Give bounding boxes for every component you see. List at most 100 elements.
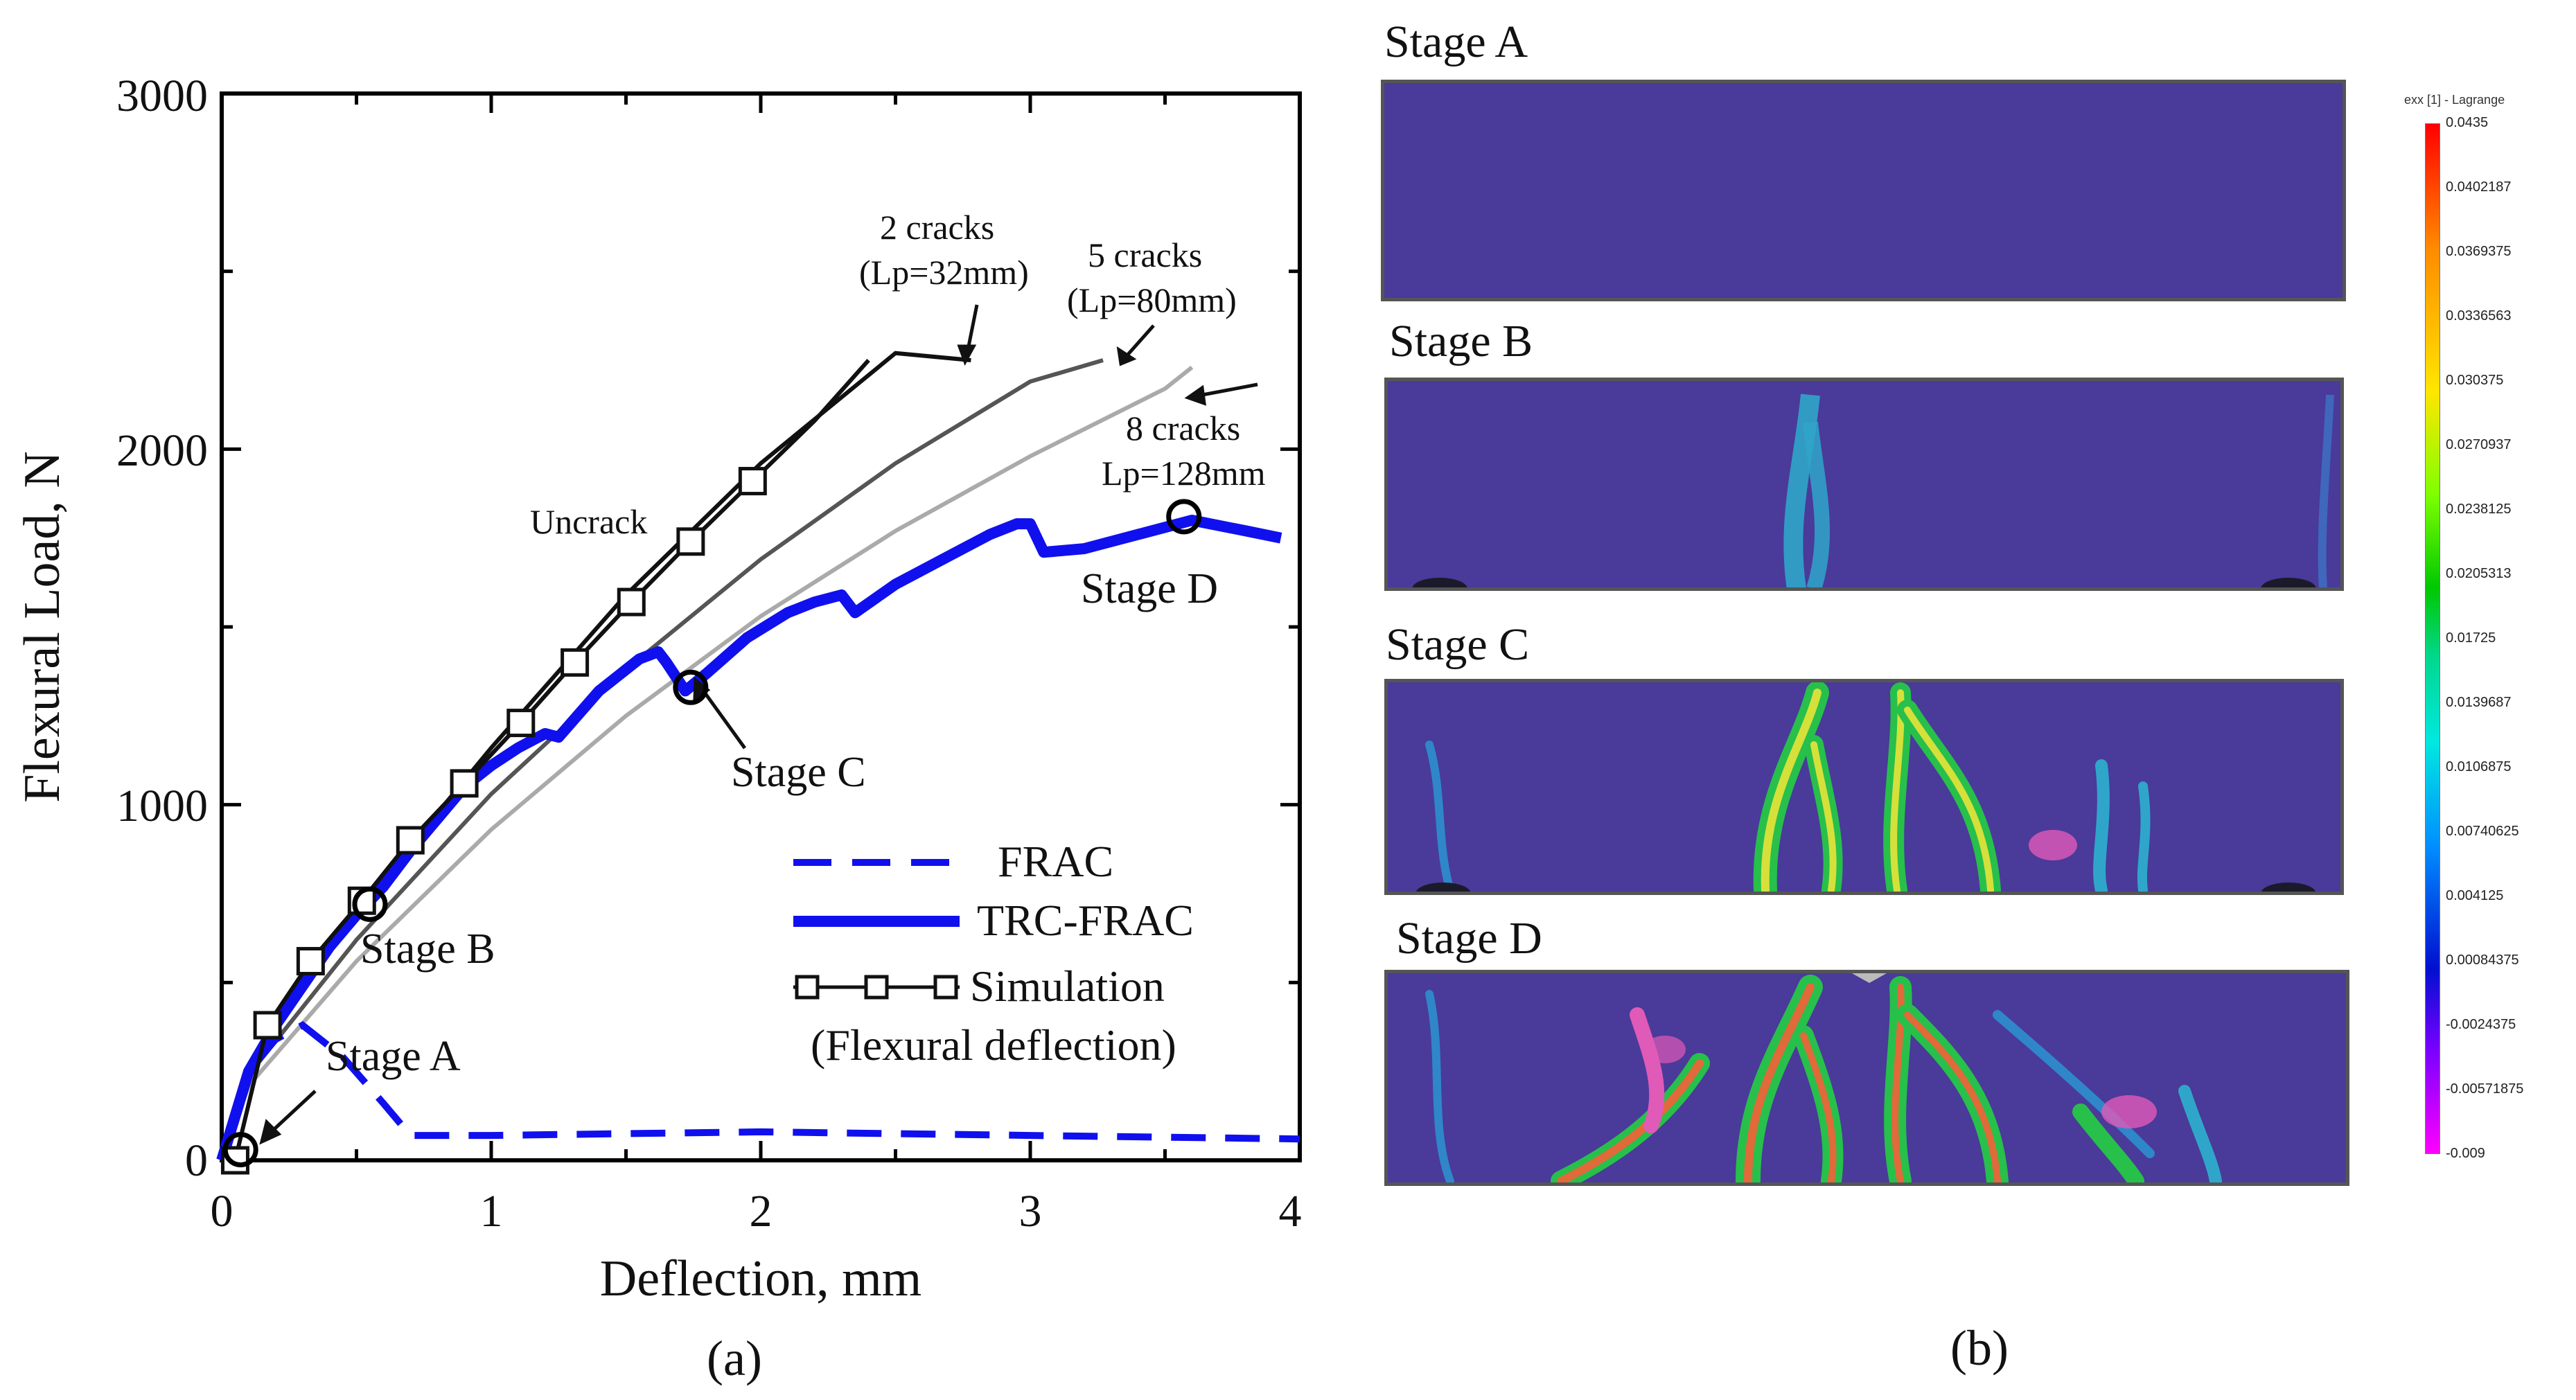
colorbar-title: exx [1] - Lagrange (2404, 93, 2505, 107)
simulation-marker (561, 648, 590, 677)
colorbar-tick-label: 0.0205313 (2446, 566, 2512, 581)
annotation-2-cracks: 2 cracks (880, 208, 994, 247)
crack-c1-core (1761, 689, 1821, 892)
y-tick-label: 1000 (116, 781, 208, 831)
stage-c-label: Stage C (731, 749, 866, 796)
arrowhead-8-cracks (1184, 384, 1207, 406)
colorbar-tick-label: 0.00084375 (2446, 952, 2519, 968)
legend-frac-label: FRAC (998, 837, 1113, 886)
x-tick-label: 2 (750, 1186, 773, 1237)
crack-c5 (2093, 759, 2110, 892)
strain-field-a (1384, 83, 2346, 301)
colorbar-tick-label: -0.00571875 (2446, 1081, 2524, 1097)
crack-d1-core (1744, 983, 1815, 1182)
legend-sim-sublabel: (Flexural deflection) (811, 1020, 1176, 1070)
crack-d10 (1425, 990, 1454, 1182)
y-tick-label: 2000 (116, 425, 208, 476)
strain-field-d (1425, 973, 2222, 1182)
dic-panel-stage-c (1384, 679, 2344, 895)
annotation-5-cracks-lp: (Lp=80mm) (1067, 281, 1237, 319)
crack-d4 (1896, 1004, 2009, 1182)
loading-point (1852, 973, 1887, 983)
simulation-marker (738, 467, 767, 496)
support-left (1412, 578, 1467, 587)
arrowhead-stage-a (259, 1119, 282, 1145)
crack-b3 (2318, 394, 2334, 587)
strain-spot (2101, 1095, 2157, 1128)
colorbar-tick-label: 0.0270937 (2446, 437, 2512, 452)
colorbar-tick-label: 0.0106875 (2446, 759, 2512, 774)
arrowhead-2-cracks (957, 344, 977, 366)
simulation-marker (617, 587, 646, 617)
colorbar-tick-label: 0.0336563 (2446, 308, 2512, 324)
crack-b1 (1783, 393, 1820, 587)
crack-b2 (1803, 421, 1830, 587)
stage-marker-stage-a (222, 1132, 258, 1168)
crack-d6 (1630, 1007, 1665, 1133)
x-tick-label: 1 (480, 1186, 503, 1237)
support-right (2261, 578, 2316, 587)
support-right (2261, 883, 2316, 892)
x-tick-label: 0 (211, 1186, 233, 1237)
legend-trc-label: TRC-FRAC (977, 896, 1194, 945)
annotation-5-cracks: 5 cracks (1088, 236, 1202, 274)
colorbar-tick-label: 0.00740625 (2446, 824, 2519, 839)
dic-panel-stage-a (1381, 80, 2346, 301)
legend-sim-marker (795, 975, 820, 1000)
support-left (1415, 883, 1471, 892)
axis-ticks (220, 91, 1302, 1162)
frac-curve (218, 1020, 1300, 1162)
stage-a-label: Stage A (326, 1033, 461, 1080)
dic-panel-stage-d (1384, 970, 2349, 1186)
x-tick-label: 3 (1019, 1186, 1042, 1237)
arrowhead-5-cracks (1116, 346, 1137, 366)
arrow-5-cracks (1124, 324, 1155, 358)
arrowhead-stage-c (693, 676, 711, 702)
simulation-marker (450, 769, 479, 798)
stage-markers (222, 499, 1202, 1168)
crack-c6 (2137, 781, 2151, 892)
strain-field-c (1415, 682, 2316, 892)
strain-spot (1644, 1036, 1686, 1063)
crack-c4 (1897, 700, 2001, 892)
annotation-8-cracks: 8 cracks (1126, 409, 1240, 448)
strain-field-b (1412, 393, 2334, 587)
crack-d8 (2072, 1104, 2144, 1182)
dic-stage-d-label: Stage D (1396, 913, 1542, 964)
legend-sim-marker (933, 975, 958, 1000)
colorbar-tick-label: 0.0435 (2446, 115, 2489, 130)
stage-marker-stage-d (1166, 499, 1202, 535)
crack-c2-core (1810, 741, 1837, 892)
panel-b-label: (b) (1950, 1320, 2009, 1376)
simulation-marker (506, 709, 536, 738)
simulation-marker (676, 527, 705, 556)
simulation-marker (296, 947, 325, 976)
y-tick-label: 3000 (116, 71, 208, 121)
simulation-marker (396, 826, 425, 855)
stage-d-label: Stage D (1081, 565, 1218, 612)
load-deflection-chart: 0 1 2 3 4 0 1000 2000 3000 Deflection, m… (14, 71, 1302, 1386)
legend-sim-marker (864, 975, 889, 1000)
colorbar-tick-label: 0.030375 (2446, 373, 2504, 388)
crack-d5-core (1557, 1059, 1704, 1182)
legend: FRAC TRC-FRAC Simulation (Flexural defle… (793, 837, 1194, 1070)
colorbar-tick-label: 0.0139687 (2446, 695, 2512, 710)
y-axis-label: Flexural Load, N (14, 451, 71, 803)
dic-stage-a-label: Stage A (1384, 17, 1528, 67)
crack-d4-core (1904, 1011, 2001, 1182)
annotation-2-cracks-lp: (Lp=32mm) (859, 253, 1029, 292)
dic-stage-b-label: Stage B (1389, 316, 1533, 366)
y-tick-label: 0 (185, 1135, 208, 1186)
strain-spot (2029, 830, 2077, 860)
x-tick-label: 4 (1279, 1186, 1302, 1237)
crack-d2-core (1800, 1032, 1837, 1182)
dic-panel-stage-b (1384, 378, 2344, 591)
colorbar-tick-label: -0.009 (2446, 1146, 2485, 1161)
annotation-8-cracks-lp: Lp=128mm (1102, 454, 1266, 493)
crack-d7 (1993, 1010, 2155, 1158)
colorbar-tick-label: 0.0369375 (2446, 244, 2512, 259)
arrow-8-cracks (1194, 382, 1258, 398)
colorbar-tick-label: 0.004125 (2446, 888, 2504, 903)
stage-marker-stage-c (673, 669, 709, 705)
colorbar-tick-label: 0.0238125 (2446, 502, 2512, 517)
